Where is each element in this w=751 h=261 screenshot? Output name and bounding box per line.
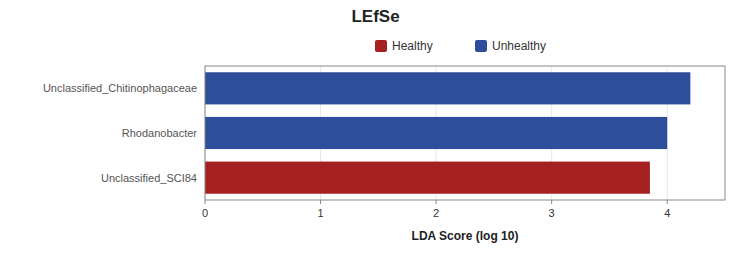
bar (205, 72, 690, 104)
x-tick-label: 0 (202, 207, 208, 219)
x-axis: 0 1 2 3 4 (202, 200, 670, 219)
plot-frame (205, 66, 725, 200)
x-tick (320, 200, 321, 204)
x-tick (436, 200, 437, 204)
y-axis: Unclassified_SCI84 Rhodanobacter Unclassif… (43, 82, 197, 183)
x-tick-label: 2 (433, 207, 439, 219)
bar (205, 117, 667, 149)
x-tick-label: 4 (664, 207, 670, 219)
y-tick-label: Unclassified_Chitinophagaceae (43, 82, 197, 94)
x-tick-label: 3 (549, 207, 555, 219)
y-tick-label: Rhodanobacter (122, 127, 198, 139)
x-tick (551, 200, 552, 204)
legend: Healthy Unhealthy (375, 39, 546, 53)
legend-swatch (375, 40, 387, 52)
y-tick-label: Unclassified_SCI84 (101, 172, 197, 184)
chart-container: LEfSe Healthy Unhealthy 0 1 2 3 4 LDA Score (log… (0, 0, 751, 261)
legend-label: Healthy (392, 39, 433, 53)
bar (205, 162, 650, 194)
legend-swatch (475, 40, 487, 52)
chart: LEfSe Healthy Unhealthy 0 1 2 3 4 LDA Score (log… (0, 0, 751, 261)
legend-label: Unhealthy (492, 39, 546, 53)
x-tick (205, 200, 206, 204)
bars (205, 72, 690, 193)
x-tick-label: 1 (317, 207, 323, 219)
x-axis-label: LDA Score (log 10) (412, 229, 519, 243)
x-tick (667, 200, 668, 204)
title: LEfSe (351, 7, 399, 26)
